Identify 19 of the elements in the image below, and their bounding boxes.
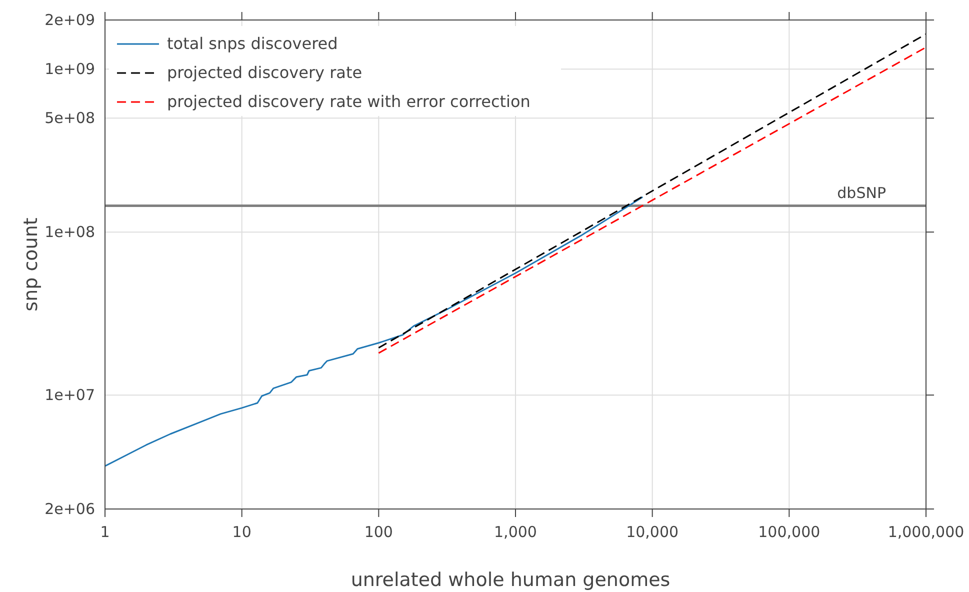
x-tick-label: 100,000 (758, 523, 820, 541)
y-tick-label: 1e+09 (44, 60, 95, 78)
y-tick-label: 1e+07 (44, 386, 95, 404)
y-tick-label: 5e+08 (44, 109, 95, 128)
x-tick-label: 10 (232, 523, 252, 541)
y-axis-title: snp count (20, 218, 42, 312)
x-tick-label: 1,000,000 (888, 523, 964, 541)
legend-label: projected discovery rate with error correction (167, 92, 530, 111)
y-tick-label: 2e+06 (44, 500, 95, 518)
x-tick-label: 100 (364, 523, 393, 541)
legend-label: projected discovery rate (167, 63, 362, 82)
y-tick-label: 1e+08 (44, 223, 95, 242)
y-tick-label: 2e+09 (44, 11, 95, 29)
x-tick-label: 10,000 (626, 523, 679, 541)
ref-line-label: dbSNP (837, 184, 886, 202)
x-tick-label: 1 (100, 523, 110, 541)
x-axis-title: unrelated whole human genomes (350, 569, 670, 591)
legend-label: total snps discovered (167, 34, 338, 53)
x-tick-label: 1,000 (494, 523, 537, 541)
